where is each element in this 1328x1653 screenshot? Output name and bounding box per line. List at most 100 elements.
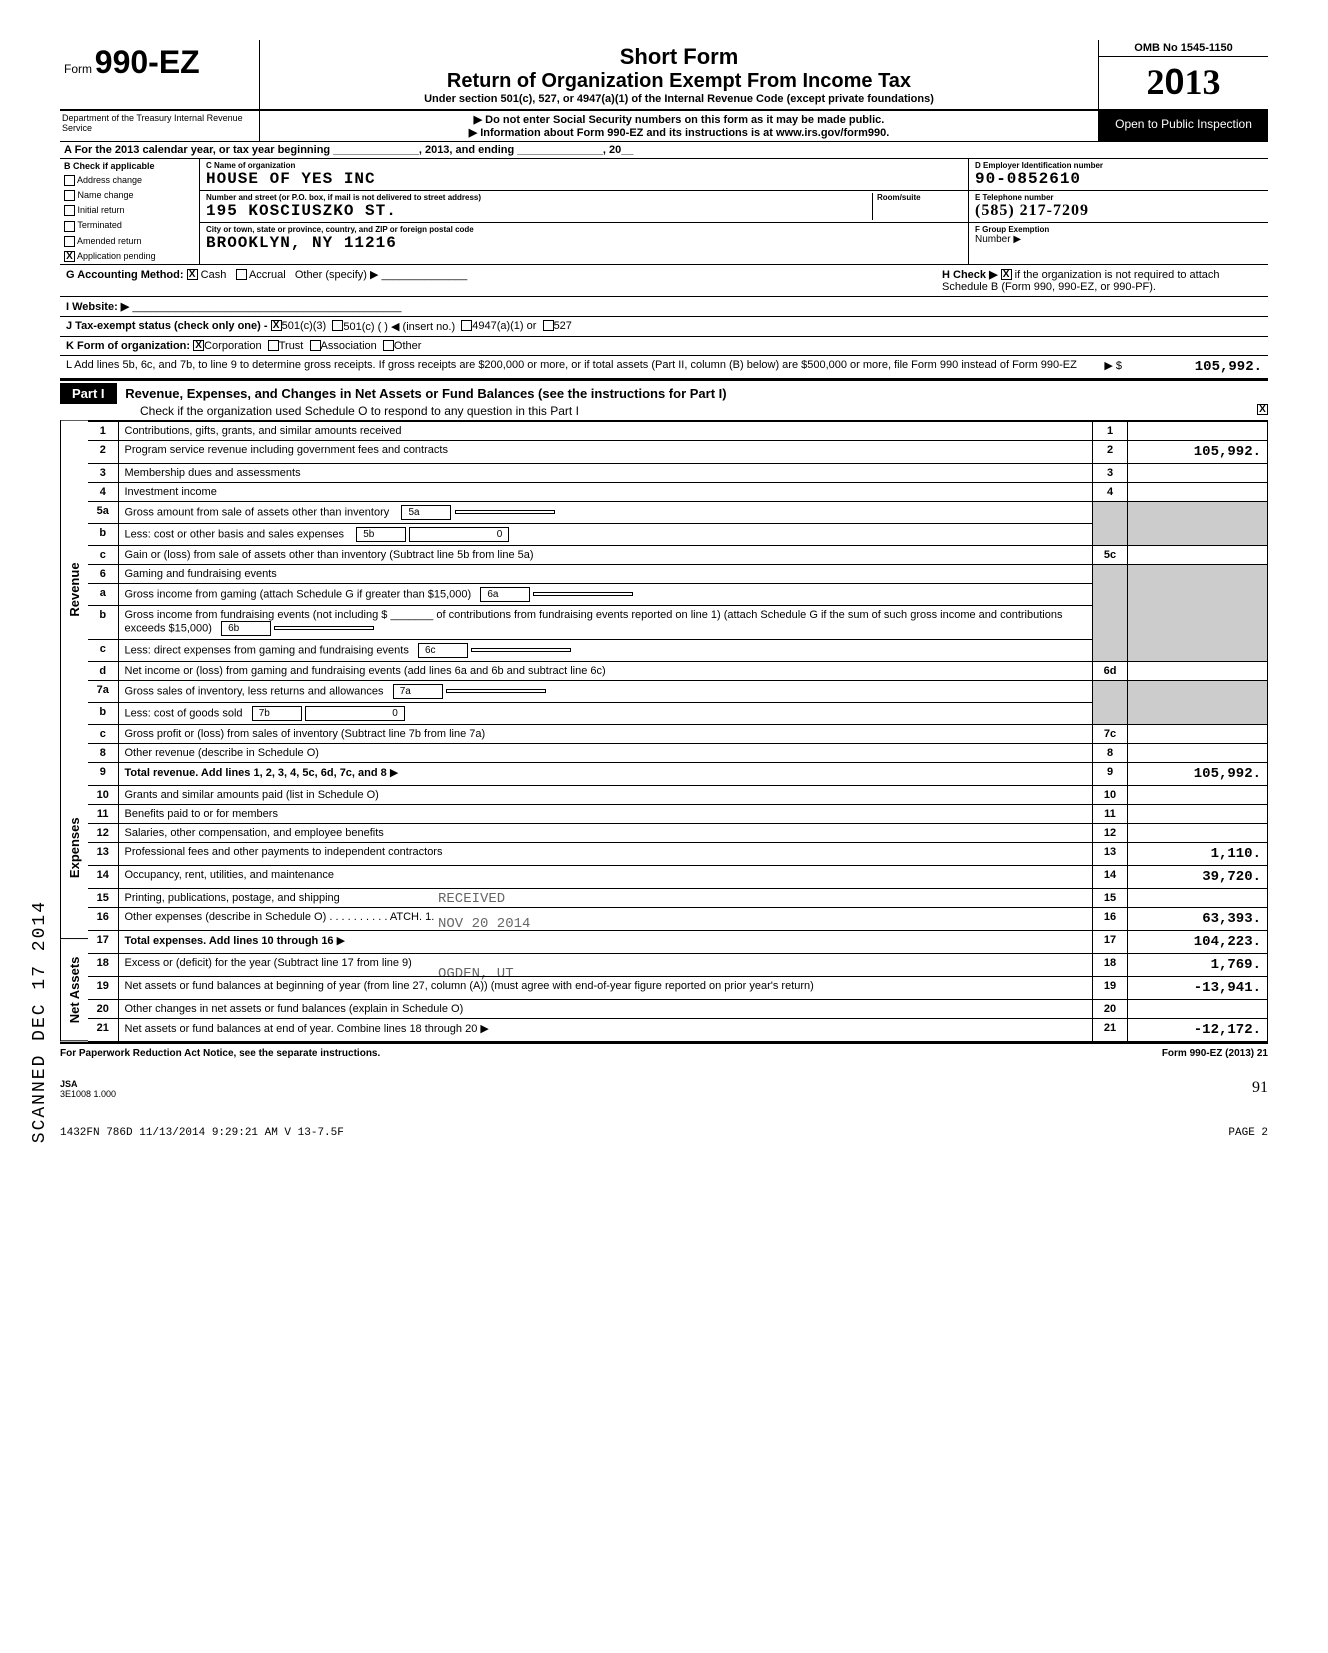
city-label: City or town, state or province, country… xyxy=(206,225,962,234)
line-5a: 5aGross amount from sale of assets other… xyxy=(88,501,1268,523)
l-text: L Add lines 5b, 6c, and 7b, to line 9 to… xyxy=(66,359,1082,375)
footer-left: For Paperwork Reduction Act Notice, see … xyxy=(60,1048,380,1059)
year-box: OMB No 1545-1150 20201313 xyxy=(1098,40,1268,109)
side-expenses: Expenses xyxy=(60,758,88,939)
b-label: B Check if applicable xyxy=(60,159,199,173)
part1-schedo-check[interactable]: X xyxy=(1257,404,1268,415)
row-j: J Tax-exempt status (check only one) - X… xyxy=(60,317,1268,337)
org-name: HOUSE OF YES INC xyxy=(206,170,962,188)
stamp-ogden: OGDEN, UT xyxy=(438,966,514,982)
e-row: E Telephone number (585) 217-7209 xyxy=(969,191,1268,223)
c-addr-row: Number and street (or P.O. box, if mail … xyxy=(200,191,968,223)
j-501c3-check[interactable]: X xyxy=(271,320,282,331)
row-i: I Website: ▶ ___________________________… xyxy=(60,297,1268,317)
line-7c: cGross profit or (loss) from sales of in… xyxy=(88,724,1268,743)
open-public: Open to Public Inspection xyxy=(1098,111,1268,141)
stamp-date: NOV 20 2014 xyxy=(438,916,530,932)
k-corp-check[interactable]: X xyxy=(193,340,204,351)
footer-right: Form 990-EZ (2013) 21 xyxy=(1162,1048,1268,1059)
e-label: E Telephone number xyxy=(975,193,1262,202)
footer-row: For Paperwork Reduction Act Notice, see … xyxy=(60,1044,1268,1059)
form-number-box: Form 990-EZ xyxy=(60,40,260,109)
f-row: F Group Exemption Number ▶ xyxy=(969,223,1268,251)
h-check[interactable]: X xyxy=(1001,269,1012,280)
form-number: 990-EZ xyxy=(95,44,200,80)
col-b: B Check if applicable Address change Nam… xyxy=(60,159,200,264)
part1-header-row: Part I Revenue, Expenses, and Changes in… xyxy=(60,379,1268,421)
line-7b: bLess: cost of goods sold 7b 0 xyxy=(88,702,1268,724)
b-item-2[interactable]: Initial return xyxy=(60,203,199,218)
b-item-0[interactable]: Address change xyxy=(60,173,199,188)
line-2: 2Program service revenue including gover… xyxy=(88,440,1268,463)
line-7a: 7aGross sales of inventory, less returns… xyxy=(88,680,1268,702)
c-name-row: C Name of organization HOUSE OF YES INC xyxy=(200,159,968,191)
g-cash-check[interactable]: X xyxy=(187,269,198,280)
h-section: H Check ▶ X if the organization is not r… xyxy=(942,268,1262,293)
k-assoc-check[interactable] xyxy=(310,340,321,351)
print-string: 1432FN 786D 11/13/2014 9:29:21 AM V 13-7… xyxy=(60,1127,344,1139)
line-12: 12Salaries, other compensation, and empl… xyxy=(88,823,1268,842)
line-19: 19Net assets or fund balances at beginni… xyxy=(88,976,1268,999)
row-k: K Form of organization: X Corporation Tr… xyxy=(60,337,1268,356)
room-label: Room/suite xyxy=(877,193,962,202)
line-16: 16Other expenses (describe in Schedule O… xyxy=(88,907,1268,930)
line-5b: bLess: cost or other basis and sales exp… xyxy=(88,523,1268,545)
line-3: 3Membership dues and assessments3 xyxy=(88,463,1268,482)
j-501c-check[interactable] xyxy=(332,320,343,331)
form-header: Form 990-EZ Short Form Return of Organiz… xyxy=(60,40,1268,111)
b-item-1[interactable]: Name change xyxy=(60,188,199,203)
c-label: C Name of organization xyxy=(206,161,962,170)
lines-table: 1Contributions, gifts, grants, and simil… xyxy=(88,421,1268,1042)
side-revenue: Revenue xyxy=(60,421,88,759)
section-bcdef: B Check if applicable Address change Nam… xyxy=(60,159,1268,265)
f-label: F Group Exemption xyxy=(975,225,1262,234)
j-527-check[interactable] xyxy=(543,320,554,331)
line-6: 6Gaming and fundraising events xyxy=(88,564,1268,583)
org-city: BROOKLYN, NY 11216 xyxy=(206,234,962,252)
addr-label: Number and street (or P.O. box, if mail … xyxy=(206,193,872,202)
line-8: 8Other revenue (describe in Schedule O)8 xyxy=(88,743,1268,762)
l-value: 105,992. xyxy=(1122,359,1262,375)
line-14: 14Occupancy, rent, utilities, and mainte… xyxy=(88,865,1268,888)
line-6c: cLess: direct expenses from gaming and f… xyxy=(88,639,1268,661)
k-other-check[interactable] xyxy=(383,340,394,351)
line-6b: bGross income from fundraising events (n… xyxy=(88,605,1268,639)
d-label: D Employer Identification number xyxy=(975,161,1262,170)
bottom-print: 1432FN 786D 11/13/2014 9:29:21 AM V 13-7… xyxy=(60,1097,1268,1139)
ein-value: 90-0852610 xyxy=(975,170,1262,188)
stamp-received: RECEIVED xyxy=(438,891,505,907)
hand-page-num: 91 xyxy=(60,1079,1268,1097)
warn2: ▶ Information about Form 990-EZ and its … xyxy=(262,126,1096,139)
b-item-3[interactable]: Terminated xyxy=(60,218,199,233)
page-number: PAGE 2 xyxy=(1228,1127,1268,1139)
j-4947-check[interactable] xyxy=(461,320,472,331)
line-17: 17Total expenses. Add lines 10 through 1… xyxy=(88,930,1268,953)
row-l: L Add lines 5b, 6c, and 7b, to line 9 to… xyxy=(60,356,1268,379)
scanned-stamp-side: SCANNED DEC 17 2014 xyxy=(30,900,50,1143)
dept-label: Department of the Treasury Internal Reve… xyxy=(60,111,260,141)
line-9: 9Total revenue. Add lines 1, 2, 3, 4, 5c… xyxy=(88,762,1268,785)
form-prefix: Form xyxy=(64,62,92,76)
col-def: D Employer Identification number 90-0852… xyxy=(968,159,1268,264)
side-netassets: Net Assets xyxy=(60,939,88,1041)
line-5c: cGain or (loss) from sale of assets othe… xyxy=(88,545,1268,564)
line-20: 20Other changes in net assets or fund ba… xyxy=(88,999,1268,1018)
b-item-4[interactable]: Amended return xyxy=(60,234,199,249)
k-trust-check[interactable] xyxy=(268,340,279,351)
title-under: Under section 501(c), 527, or 4947(a)(1)… xyxy=(270,93,1088,105)
line-6d: dNet income or (loss) from gaming and fu… xyxy=(88,661,1268,680)
col-c: C Name of organization HOUSE OF YES INC … xyxy=(200,159,968,264)
b-item-5[interactable]: X Application pending xyxy=(60,249,199,264)
g-accrual-check[interactable] xyxy=(236,269,247,280)
omb-number: OMB No 1545-1150 xyxy=(1099,40,1268,57)
warnings: ▶ Do not enter Social Security numbers o… xyxy=(260,111,1098,141)
title-box: Short Form Return of Organization Exempt… xyxy=(260,40,1098,109)
title-main: Short Form xyxy=(270,44,1088,70)
j-label: J Tax-exempt status (check only one) - xyxy=(66,320,268,333)
part1-title: Revenue, Expenses, and Changes in Net As… xyxy=(119,386,726,401)
line-1: 1Contributions, gifts, grants, and simil… xyxy=(88,421,1268,440)
line-18: 18Excess or (deficit) for the year (Subt… xyxy=(88,953,1268,976)
row-g-h: G Accounting Method: X Cash Accrual Othe… xyxy=(60,265,1268,297)
c-city-row: City or town, state or province, country… xyxy=(200,223,968,254)
line-6a: aGross income from gaming (attach Schedu… xyxy=(88,583,1268,605)
